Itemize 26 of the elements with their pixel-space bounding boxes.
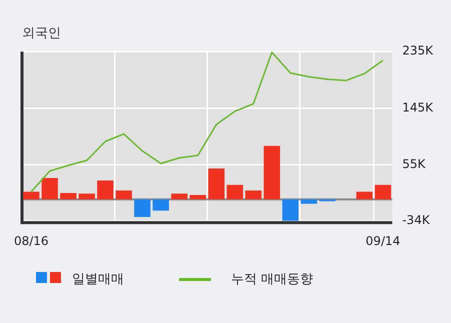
y-tick-label: -34K (402, 212, 431, 227)
bar (245, 190, 262, 200)
bar (152, 199, 169, 211)
chart-title: 외국인 (22, 26, 61, 42)
x-tick-label: 09/14 (366, 234, 400, 248)
bar (282, 199, 299, 221)
legend-label: 누적 매매동향 (231, 271, 314, 288)
bar (134, 199, 150, 217)
bar (226, 184, 244, 200)
x-tick-label: 08/16 (14, 234, 49, 248)
y-tick-label: 235K (402, 44, 434, 58)
bar (23, 192, 40, 200)
legend-label: 일별매매 (72, 271, 124, 288)
bar (264, 146, 280, 200)
bar (42, 178, 58, 200)
bar (356, 192, 373, 200)
bar (97, 180, 114, 200)
bar (78, 194, 95, 200)
bar (171, 194, 188, 200)
bar (116, 190, 132, 200)
bar (208, 168, 225, 200)
bar (60, 193, 76, 200)
bar (190, 194, 206, 200)
y-tick-label: 145K (402, 100, 434, 114)
y-tick-label: 55K (402, 156, 426, 171)
bar (374, 184, 392, 200)
